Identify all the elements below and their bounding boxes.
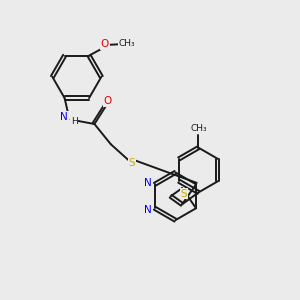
Text: N: N xyxy=(144,205,152,215)
Text: N: N xyxy=(60,112,68,122)
Text: CH₃: CH₃ xyxy=(190,124,207,133)
Text: N: N xyxy=(144,178,152,188)
Text: CH₃: CH₃ xyxy=(118,39,135,48)
Text: S: S xyxy=(128,158,135,168)
Text: O: O xyxy=(103,96,112,106)
Text: S: S xyxy=(181,188,187,199)
Text: H: H xyxy=(71,117,77,126)
Text: O: O xyxy=(100,39,109,49)
